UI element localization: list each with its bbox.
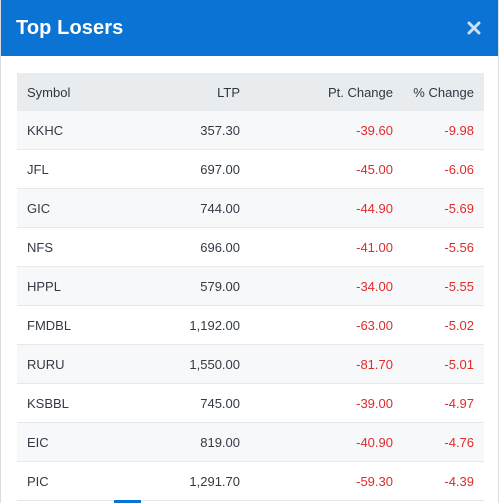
table-body: KKHC 357.30 -39.60 -9.98 JFL 697.00 -45.00 -6.0…: [17, 111, 484, 501]
close-icon: [467, 21, 481, 35]
cell-pct-change: -6.06: [403, 149, 484, 189]
table-row[interactable]: FMDBL 1,192.00 -63.00 -5.02: [17, 305, 484, 345]
cell-symbol: KSBBL: [17, 383, 132, 423]
cell-pt-change: -45.00: [250, 149, 403, 189]
table-row[interactable]: EIC 819.00 -40.90 -4.76: [17, 422, 484, 462]
table-row[interactable]: KKHC 357.30 -39.60 -9.98: [17, 111, 484, 150]
cell-ltp: 1,550.00: [132, 344, 250, 384]
cell-symbol: GIC: [17, 188, 132, 228]
cell-pt-change: -44.90: [250, 188, 403, 228]
modal-body: Symbol LTP Pt. Change % Change KKHC 357.3…: [1, 56, 498, 501]
cell-ltp: 1,192.00: [132, 305, 250, 345]
cell-ltp: 357.30: [132, 111, 250, 150]
cell-pct-change: -5.55: [403, 266, 484, 306]
table-row[interactable]: JFL 697.00 -45.00 -6.06: [17, 149, 484, 189]
cell-pt-change: -41.00: [250, 227, 403, 267]
cell-pt-change: -81.70: [250, 344, 403, 384]
cell-symbol: KKHC: [17, 111, 132, 150]
header-symbol[interactable]: Symbol: [27, 84, 71, 100]
cell-pct-change: -5.69: [403, 188, 484, 228]
header-pct-change[interactable]: % Change: [413, 84, 474, 100]
cell-symbol: JFL: [17, 149, 132, 189]
table-row[interactable]: PIC 1,291.70 -59.30 -4.39: [17, 461, 484, 501]
cell-pct-change: -5.56: [403, 227, 484, 267]
cell-ltp: 696.00: [132, 227, 250, 267]
cell-pct-change: -4.97: [403, 383, 484, 423]
table-row[interactable]: KSBBL 745.00 -39.00 -4.97: [17, 383, 484, 423]
cell-ltp: 744.00: [132, 188, 250, 228]
cell-pt-change: -59.30: [250, 461, 403, 501]
modal-title: Top Losers: [16, 16, 124, 39]
table-row[interactable]: RURU 1,550.00 -81.70 -5.01: [17, 344, 484, 384]
table-row[interactable]: NFS 696.00 -41.00 -5.56: [17, 227, 484, 267]
cell-symbol: NFS: [17, 227, 132, 267]
cell-pt-change: -39.60: [250, 111, 403, 150]
cell-ltp: 745.00: [132, 383, 250, 423]
cell-symbol: PIC: [17, 461, 132, 501]
cell-ltp: 579.00: [132, 266, 250, 306]
cell-symbol: FMDBL: [17, 305, 132, 345]
table-row[interactable]: GIC 744.00 -44.90 -5.69: [17, 188, 484, 228]
cell-ltp: 1,291.70: [132, 461, 250, 501]
cell-pct-change: -4.39: [403, 461, 484, 501]
cell-symbol: RURU: [17, 344, 132, 384]
losers-table: Symbol LTP Pt. Change % Change KKHC 357.3…: [17, 73, 484, 501]
cell-pt-change: -39.00: [250, 383, 403, 423]
cell-pt-change: -63.00: [250, 305, 403, 345]
cell-pct-change: -9.98: [403, 111, 484, 150]
cell-pt-change: -40.90: [250, 422, 403, 462]
modal-header: Top Losers: [1, 0, 498, 56]
cell-symbol: EIC: [17, 422, 132, 462]
cell-ltp: 697.00: [132, 149, 250, 189]
cell-pct-change: -5.02: [403, 305, 484, 345]
close-button[interactable]: [464, 18, 484, 38]
scroll-indicator[interactable]: [114, 500, 141, 503]
cell-pt-change: -34.00: [250, 266, 403, 306]
header-ltp[interactable]: LTP: [217, 84, 240, 100]
table-row[interactable]: HPPL 579.00 -34.00 -5.55: [17, 266, 484, 306]
cell-ltp: 819.00: [132, 422, 250, 462]
header-pt-change[interactable]: Pt. Change: [327, 84, 393, 100]
header-row: Symbol LTP Pt. Change % Change: [17, 73, 484, 111]
table-header: Symbol LTP Pt. Change % Change: [17, 73, 484, 111]
cell-symbol: HPPL: [17, 266, 132, 306]
cell-pct-change: -5.01: [403, 344, 484, 384]
cell-pct-change: -4.76: [403, 422, 484, 462]
